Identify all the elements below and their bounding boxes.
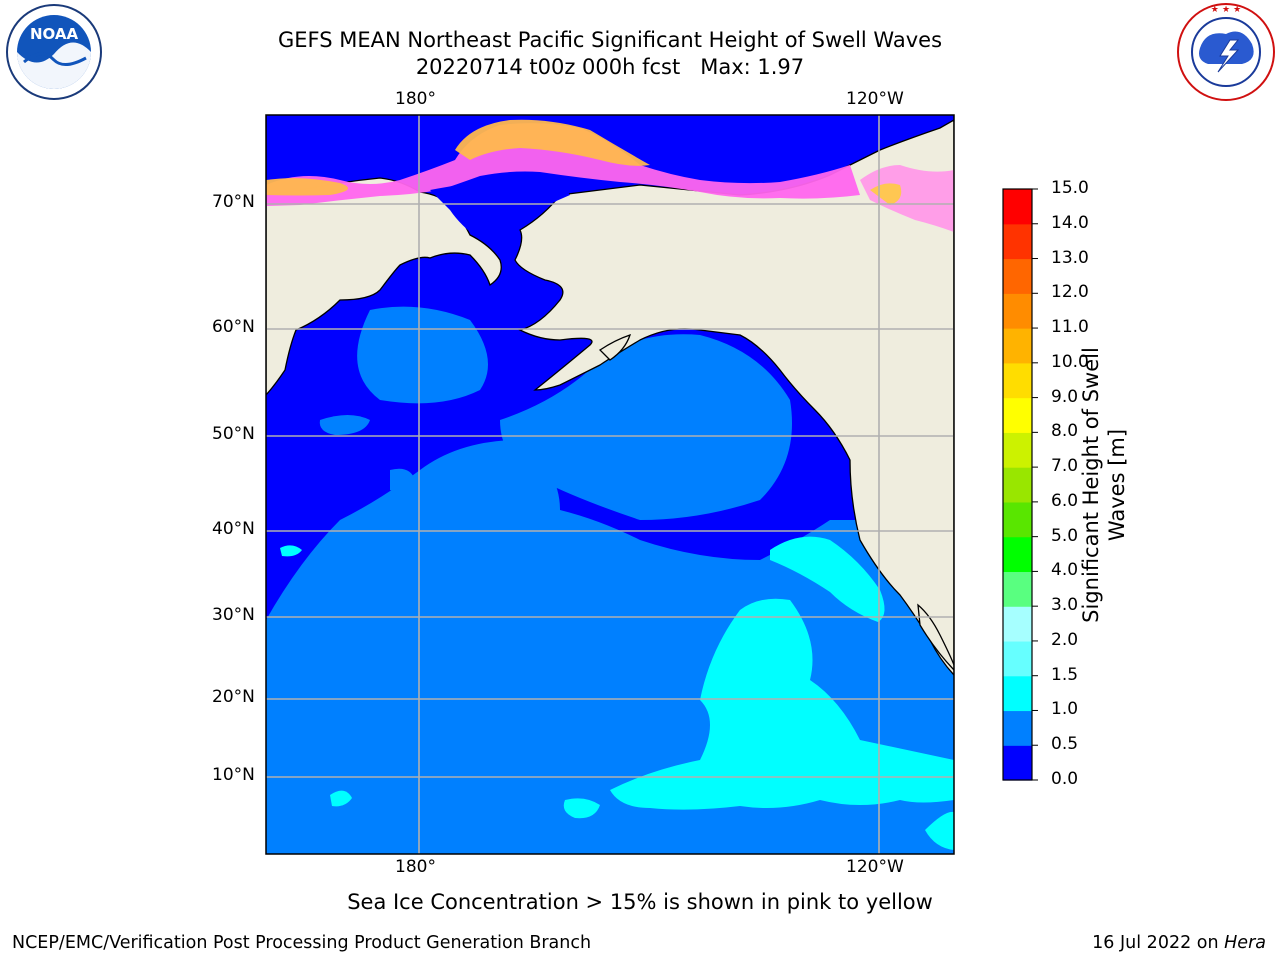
colorbar-segment-12 — [1003, 328, 1032, 364]
swell-region-1.0-1.5-4 — [330, 790, 352, 807]
colorbar-tick-label: 12.0 — [1051, 282, 1089, 303]
arctic-water-0 — [430, 178, 570, 240]
colorbar — [1002, 188, 1038, 781]
footer-date: 16 Jul 2022 on — [1092, 933, 1225, 953]
colorbar-tick-label: 5.0 — [1051, 525, 1079, 546]
colorbar-segment-3 — [1003, 640, 1032, 677]
swell-region-0.5-1.0-2 — [357, 306, 488, 404]
footer-machine: Hera — [1224, 933, 1266, 953]
colorbar-tick-label: 9.0 — [1051, 386, 1079, 407]
noaa-logo: NOAA — [6, 4, 102, 100]
lon-label-top-180: 180° — [395, 89, 436, 109]
sea-ice-2 — [266, 178, 348, 196]
colorbar-segment-16 — [1003, 189, 1032, 225]
colorbar-tick-label: 1.5 — [1051, 664, 1079, 685]
lat-label-20n: 20°N — [212, 687, 255, 707]
colorbar-segment-1 — [1003, 710, 1032, 746]
footer-right: 16 Jul 2022 on Hera — [1092, 933, 1266, 953]
colorbar-segment-8 — [1003, 467, 1032, 503]
colorbar-label-line2: Waves [m] — [1105, 428, 1129, 542]
colorbar-segment-5 — [1003, 571, 1032, 607]
colorbar-segment-4 — [1003, 606, 1032, 642]
nws-ring-text: ★ ★ ★ — [1211, 5, 1241, 15]
colorbar-segment-2 — [1003, 675, 1032, 712]
colorbar-segment-9 — [1003, 432, 1032, 468]
colorbar-tick-label: 2.0 — [1051, 629, 1079, 650]
colorbar-segment-13 — [1003, 293, 1032, 329]
swell-region-1.0-1.5-2 — [563, 798, 600, 819]
colorbar-tick-label: 15.0 — [1051, 178, 1089, 198]
lat-label-10n: 10°N — [212, 765, 255, 785]
colorbar-tick-label: 14.0 — [1051, 212, 1089, 233]
colorbar-tick-label: 13.0 — [1051, 247, 1089, 268]
colorbar-segment-15 — [1003, 223, 1032, 260]
colorbar-tick-label: 11.0 — [1051, 317, 1089, 338]
colorbar-tick-label: 7.0 — [1051, 456, 1079, 477]
lat-label-30n: 30°N — [212, 605, 255, 625]
swell-region-1.0-1.5-5 — [925, 811, 954, 850]
swell-region-0.5-1.0-3 — [319, 415, 370, 435]
colorbar-segment-10 — [1003, 397, 1032, 433]
swell-region-0.5-1.0-6 — [536, 550, 628, 668]
lat-label-60n: 60°N — [212, 317, 255, 337]
colorbar-frame — [1002, 188, 1033, 781]
land-mass-3 — [598, 333, 632, 361]
colorbar-segment-7 — [1003, 501, 1032, 538]
lon-label-top-120w: 120°W — [846, 89, 904, 109]
lat-label-40n: 40°N — [212, 519, 255, 539]
swell-region-0.5-1.0-1 — [500, 334, 792, 520]
noaa-logo-text: NOAA — [30, 25, 79, 43]
sea-ice-0 — [266, 123, 860, 206]
lon-label-bottom-120w: 120°W — [846, 857, 904, 877]
footer-left: NCEP/EMC/Verification Post Processing Pr… — [12, 933, 592, 953]
sea-ice-4 — [870, 183, 902, 205]
colorbar-segment-11 — [1003, 362, 1032, 399]
colorbar-tick-label: 1.0 — [1051, 699, 1079, 720]
lat-label-70n: 70°N — [212, 192, 255, 212]
swell-region-1.0-1.5-3 — [280, 545, 302, 557]
colorbar-tick-label: 6.0 — [1051, 490, 1079, 511]
colorbar-tick-label: 0.5 — [1051, 734, 1079, 755]
colorbar-tick-label: 8.0 — [1051, 421, 1079, 442]
land-mass-1 — [514, 119, 954, 676]
colorbar-segment-14 — [1003, 258, 1032, 294]
colorbar-segment-0 — [1003, 745, 1032, 781]
swell-region-1.0-1.5-1 — [770, 536, 885, 622]
sea-ice-1 — [455, 119, 650, 166]
map-subtitle: 20220714 t00z 000h fcst Max: 1.97 — [415, 55, 805, 79]
colorbar-tick-label: 0.0 — [1051, 769, 1079, 789]
nws-logo: ★ ★ ★ — [1177, 3, 1275, 101]
colorbar-tick-label: 3.0 — [1051, 595, 1079, 616]
sea-ice-3 — [860, 165, 954, 232]
lat-label-50n: 50°N — [212, 424, 255, 444]
land-mass-2 — [917, 603, 954, 671]
swell-region-0.5-1.0-5 — [390, 468, 415, 492]
colorbar-tick-label: 4.0 — [1051, 560, 1079, 581]
graticule — [266, 115, 954, 854]
swell-region-0.5-1.0-4 — [266, 777, 423, 854]
sea-ice-note: Sea Ice Concentration > 15% is shown in … — [347, 890, 933, 914]
map-frame — [265, 114, 955, 855]
swell-region-1.0-1.5-0 — [610, 598, 954, 810]
lon-label-bottom-180: 180° — [395, 857, 436, 877]
map-title: GEFS MEAN Northeast Pacific Significant … — [277, 28, 943, 52]
colorbar-tick-label: 10.0 — [1051, 351, 1089, 372]
colorbar-segment-6 — [1003, 536, 1032, 573]
map-area — [266, 115, 954, 854]
colorbar-label-line1: Significant Height of Swell — [1079, 347, 1103, 623]
